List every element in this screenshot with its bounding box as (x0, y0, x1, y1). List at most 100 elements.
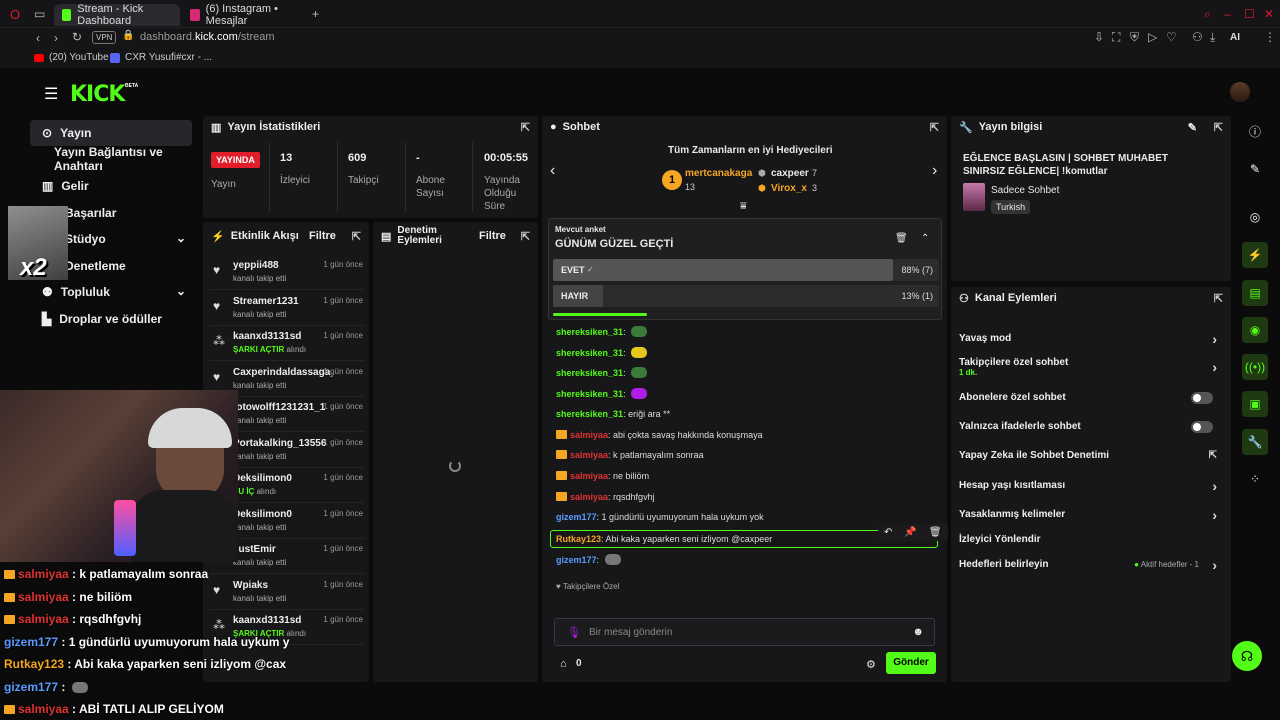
reply-icon[interactable]: ↶ (884, 527, 893, 538)
tab-kick-dashboard[interactable]: Stream - Kick Dashboard (54, 3, 180, 27)
channel-action-row[interactable]: Hesap yaşı kısıtlaması › (959, 478, 1221, 502)
sidebar-item-droplar[interactable]: ▙ Droplar ve ödüller (30, 306, 200, 332)
pinned-toggle-icon[interactable]: ⩸ (740, 200, 747, 212)
workspaces-icon[interactable]: ▭ (34, 7, 46, 21)
ai-button[interactable]: AI (1230, 32, 1240, 43)
new-tab-button[interactable]: + (312, 7, 320, 21)
chat-username[interactable]: shereksiken_31 (556, 347, 624, 358)
microphone-icon[interactable]: 🎙 (567, 627, 581, 639)
store-icon[interactable]: ⌂ (560, 658, 567, 670)
shield-icon[interactable]: ⛨ (1130, 30, 1140, 44)
broadcast-icon[interactable]: ((•)) (1242, 354, 1268, 380)
edit-icon[interactable]: ✎ (1249, 162, 1261, 176)
sidebar-item-gelir[interactable]: ▥ Gelir (30, 173, 200, 199)
url-field[interactable]: dashboard.kick.com/stream (140, 31, 275, 43)
chat-message[interactable]: shereksiken_31: (556, 388, 648, 400)
sidebar-item-basarilar[interactable]: Başarılar (30, 200, 200, 226)
chat-message[interactable]: salmiyaa: rqsdhfgvhj (556, 491, 655, 502)
chat-username[interactable]: gizem177 (556, 554, 597, 565)
menu-icon[interactable]: ⋮ (1264, 30, 1276, 44)
chat-username[interactable]: shereksiken_31 (556, 368, 624, 379)
next-arrow-icon[interactable]: › (932, 162, 938, 179)
bookmark-discord[interactable]: CXR Yusufi#cxr - ... (110, 52, 212, 63)
chat-message[interactable]: shereksiken_31: (556, 326, 648, 337)
activity-row[interactable]: ⁂ kaanxd3131sd ŞARKI AÇTIR alındı 1 gün önc… (209, 325, 365, 361)
support-headset-button[interactable]: ☊ (1232, 641, 1262, 671)
activity-user[interactable]: totowolff1231231_1 (233, 402, 326, 413)
activity-user[interactable]: Streamer1231 (233, 295, 299, 307)
activity-user[interactable]: kaanxd3131sd (233, 615, 302, 626)
popout-icon[interactable]: ⇱ (520, 231, 530, 243)
kick-logo[interactable]: KICK (70, 82, 125, 107)
chat-username[interactable]: salmiyaa (570, 429, 609, 440)
sidebar-item-topluluk[interactable]: ⚉ Topluluk ⌄ (30, 279, 200, 305)
activity-user[interactable]: JustEmir (233, 544, 276, 555)
channel-action-row[interactable]: Yasaklanmış kelimeler › (959, 507, 1221, 531)
chat-message[interactable]: shereksiken_31: (556, 367, 648, 379)
chat-message[interactable]: gizem177: (556, 553, 621, 565)
activity-user[interactable]: Caxperindaldassaga_12 (233, 366, 333, 378)
search-icon[interactable]: ⌕ (1204, 7, 1211, 21)
gifter-name[interactable]: caxpeer (771, 168, 809, 179)
chat-message[interactable]: salmiyaa: abi çokta savaş hakkında konuş… (556, 429, 763, 440)
activity-user[interactable]: kaanxd3131sd (233, 331, 302, 342)
user-avatar[interactable] (1230, 82, 1250, 102)
snapshot-icon[interactable]: ⇩ (1094, 30, 1105, 44)
popout-icon[interactable]: ⇱ (1213, 293, 1223, 305)
chat-username[interactable]: salmiyaa (570, 491, 609, 502)
gifter-name[interactable]: Virox_x (771, 183, 807, 194)
wrench-icon[interactable]: 🔧 (1242, 429, 1268, 455)
profile-icon[interactable]: ⚇ (1192, 30, 1203, 44)
crop-icon[interactable]: ⛶ (1112, 30, 1121, 44)
document-icon[interactable]: ▤ (1242, 280, 1268, 306)
activity-row[interactable]: ♥ Caxperindaldassaga_12 kanalı takip etti 1… (209, 361, 365, 397)
channel-action-row[interactable]: Yalnızca ifadelerle sohbet (959, 421, 1221, 443)
play-icon[interactable]: ▷ (1148, 30, 1158, 44)
channel-action-row[interactable]: Yapay Zeka ile Sohbet Denetimi ⇱ (959, 450, 1221, 472)
channel-action-row[interactable]: Abonelere özel sohbet (959, 392, 1221, 414)
gifter-name[interactable]: mertcanakaga (685, 168, 753, 179)
chat-message[interactable]: salmiyaa: k patlamayalım sonraa (556, 450, 704, 460)
chat-username[interactable]: salmiyaa (570, 470, 609, 481)
sidebar-item-studyo[interactable]: Stüdyo ⌄ (30, 226, 200, 252)
hamburger-menu-icon[interactable]: ☰ (44, 86, 59, 103)
activity-user[interactable]: Portakalking_13556 (233, 437, 327, 449)
bookmark-youtube[interactable]: (20) YouTube (34, 52, 109, 63)
close-icon[interactable]: ✕ (1264, 7, 1275, 21)
chat-message[interactable]: shereksiken_31: eriği ara ** (556, 408, 671, 419)
profile-card-icon[interactable]: ▣ (1242, 391, 1268, 417)
activity-user[interactable]: Wpiaks (233, 579, 269, 591)
chat-username[interactable]: salmiyaa (570, 450, 609, 461)
emoji-icon[interactable]: ☻ (912, 626, 924, 638)
target-icon[interactable]: ◎ (1249, 210, 1261, 224)
activity-row[interactable]: ♥ Wpiaks kanalı takip etti 1 gün önce (209, 574, 365, 610)
info-icon[interactable]: ⓘ (1248, 124, 1261, 139)
edit-icon[interactable]: ✎ (1187, 122, 1197, 134)
chat-username[interactable]: Rutkay123 (556, 534, 602, 544)
channel-action-row[interactable]: Hedefleri belirleyin ● Aktif hedefler - 1… (959, 557, 1221, 581)
chat-message[interactable]: gizem177: 1 gündürlü uyumuyorum hala uyk… (556, 512, 764, 523)
channel-action-row[interactable]: Takipçilere özel sohbet 1 dk. › (959, 357, 1221, 379)
reload-icon[interactable]: ↻ (72, 30, 83, 44)
channel-action-row[interactable]: İzleyici Yönlendir (959, 534, 1221, 556)
chat-input[interactable]: 🎙 Bir mesaj gönderin ☻ (554, 618, 935, 646)
forward-icon[interactable]: › (54, 31, 58, 45)
maximize-icon[interactable]: ☐ (1244, 7, 1255, 21)
chat-username[interactable]: shereksiken_31 (556, 327, 624, 337)
popout-icon[interactable]: ⇱ (1213, 122, 1223, 134)
popout-icon[interactable]: ⇱ (929, 122, 939, 134)
activity-row[interactable]: ♥ yeppii488 kanalı takip etti 1 gün önce (209, 254, 365, 290)
chat-username[interactable]: shereksiken_31 (556, 389, 624, 400)
chat-bubble-icon[interactable]: ◉ (1242, 317, 1268, 343)
filter-button[interactable]: Filtre (479, 230, 506, 242)
activity-user[interactable]: Deksilimon0 (233, 508, 292, 520)
activity-row[interactable]: ♥ Streamer1231 kanalı takip etti 1 gün önce (209, 290, 365, 326)
category-label[interactable]: Sadece Sohbet (991, 185, 1060, 196)
activity-user[interactable]: Deksilimon0 (233, 473, 292, 484)
sidebar-item-denetleme[interactable]: Denetleme (30, 253, 200, 279)
back-icon[interactable]: ‹ (36, 31, 40, 45)
activity-row[interactable]: ⁂ kaanxd3131sd ŞARKI AÇTIR alındı 1 gün önc… (209, 609, 365, 645)
vpn-badge[interactable]: VPN (92, 31, 117, 44)
filter-button[interactable]: Filtre (309, 230, 336, 242)
settings-gear-icon[interactable]: ⚙ (866, 659, 876, 671)
